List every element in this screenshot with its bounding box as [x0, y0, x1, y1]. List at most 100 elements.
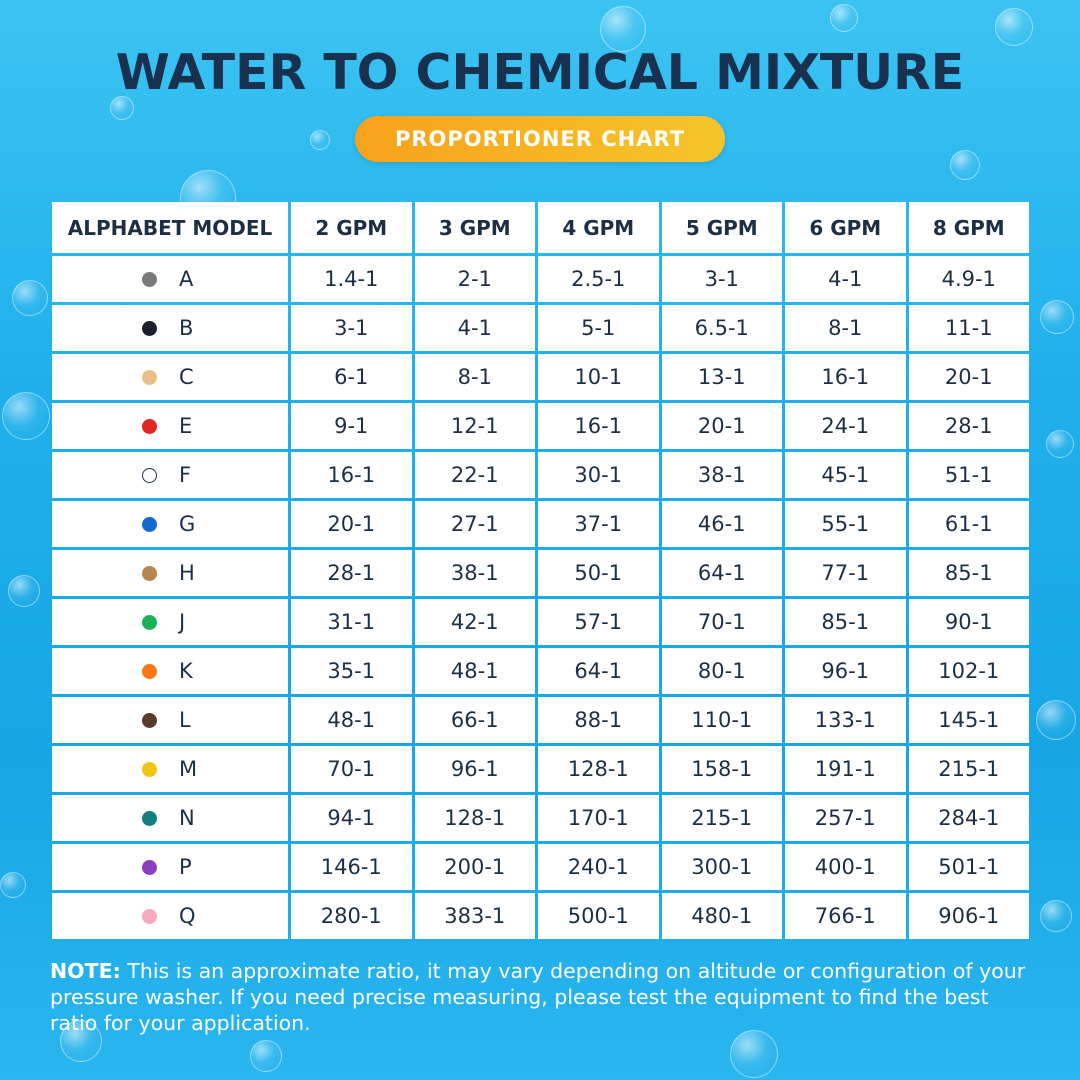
- model-cell: H: [52, 550, 288, 596]
- model-letter: E: [179, 414, 193, 438]
- ratio-cell: 48-1: [414, 648, 535, 694]
- ratio-cell: 64-1: [661, 550, 782, 596]
- ratio-cell: 6-1: [291, 354, 412, 400]
- model-letter: H: [179, 561, 195, 585]
- model-letter: L: [179, 708, 191, 732]
- model-letter: F: [179, 463, 192, 487]
- ratio-cell: 12-1: [414, 403, 535, 449]
- bubble-decoration: [830, 4, 858, 32]
- header-8-gpm: 8 GPM: [908, 202, 1029, 253]
- ratio-cell: 94-1: [291, 795, 412, 841]
- model-letter: P: [179, 855, 192, 879]
- color-dot-icon: [142, 516, 157, 532]
- ratio-cell: 27-1: [414, 501, 535, 547]
- bubble-decoration: [2, 392, 50, 440]
- bubble-decoration: [1040, 300, 1074, 334]
- ratio-cell: 200-1: [414, 844, 535, 890]
- ratio-cell: 9-1: [291, 403, 412, 449]
- color-dot-icon: [142, 565, 157, 581]
- model-cell: J: [52, 599, 288, 645]
- table-row: E 9-1 12-1 16-1 20-1 24-1 28-1: [52, 403, 1029, 449]
- ratio-cell: 45-1: [785, 452, 906, 498]
- model-cell: F: [52, 452, 288, 498]
- ratio-cell: 20-1: [908, 354, 1029, 400]
- model-letter: A: [179, 267, 194, 291]
- table-row: N 94-1 128-1 170-1 215-1 257-1 284-1: [52, 795, 1029, 841]
- ratio-cell: 8-1: [414, 354, 535, 400]
- ratio-table: ALPHABET MODEL 2 GPM 3 GPM 4 GPM 5 GPM 6…: [49, 199, 1032, 942]
- ratio-cell: 46-1: [661, 501, 782, 547]
- ratio-cell: 90-1: [908, 599, 1029, 645]
- ratio-cell: 30-1: [538, 452, 659, 498]
- ratio-cell: 128-1: [538, 746, 659, 792]
- color-dot-icon: [142, 614, 157, 630]
- table-row: P 146-1 200-1 240-1 300-1 400-1 501-1: [52, 844, 1029, 890]
- ratio-cell: 158-1: [661, 746, 782, 792]
- table-row: A 1.4-1 2-1 2.5-1 3-1 4-1 4.9-1: [52, 256, 1029, 302]
- ratio-cell: 110-1: [661, 697, 782, 743]
- ratio-cell: 38-1: [414, 550, 535, 596]
- model-letter: K: [179, 659, 193, 683]
- model-letter: C: [179, 365, 194, 389]
- header-alphabet-model: ALPHABET MODEL: [52, 202, 288, 253]
- color-dot-icon: [142, 712, 157, 728]
- ratio-cell: 55-1: [785, 501, 906, 547]
- ratio-cell: 38-1: [661, 452, 782, 498]
- ratio-cell: 16-1: [785, 354, 906, 400]
- ratio-cell: 88-1: [538, 697, 659, 743]
- table-header-row: ALPHABET MODEL 2 GPM 3 GPM 4 GPM 5 GPM 6…: [52, 202, 1029, 253]
- ratio-cell: 85-1: [908, 550, 1029, 596]
- color-dot-icon: [142, 369, 157, 385]
- ratio-cell: 133-1: [785, 697, 906, 743]
- table-row: M 70-1 96-1 128-1 158-1 191-1 215-1: [52, 746, 1029, 792]
- color-dot-icon: [142, 761, 157, 777]
- model-cell: E: [52, 403, 288, 449]
- color-dot-icon: [142, 320, 157, 336]
- ratio-cell: 80-1: [661, 648, 782, 694]
- ratio-cell: 906-1: [908, 893, 1029, 939]
- color-dot-icon: [142, 271, 157, 287]
- ratio-cell: 16-1: [291, 452, 412, 498]
- ratio-cell: 215-1: [661, 795, 782, 841]
- ratio-cell: 28-1: [908, 403, 1029, 449]
- ratio-cell: 20-1: [291, 501, 412, 547]
- ratio-cell: 4-1: [414, 305, 535, 351]
- ratio-cell: 64-1: [538, 648, 659, 694]
- table-row: H 28-1 38-1 50-1 64-1 77-1 85-1: [52, 550, 1029, 596]
- model-letter: G: [179, 512, 196, 536]
- note-label: NOTE:: [50, 959, 121, 983]
- model-cell: K: [52, 648, 288, 694]
- ratio-cell: 57-1: [538, 599, 659, 645]
- model-cell: B: [52, 305, 288, 351]
- ratio-cell: 128-1: [414, 795, 535, 841]
- ratio-cell: 10-1: [538, 354, 659, 400]
- color-dot-icon: [142, 663, 157, 679]
- bubble-decoration: [1040, 900, 1072, 932]
- color-dot-icon: [142, 810, 157, 826]
- table-body: A 1.4-1 2-1 2.5-1 3-1 4-1 4.9-1 B 3-1 4-1 5-1 6.5-1…: [52, 256, 1029, 939]
- ratio-cell: 85-1: [785, 599, 906, 645]
- ratio-cell: 13-1: [661, 354, 782, 400]
- note-text: NOTE: This is an approximate ratio, it m…: [50, 958, 1035, 1036]
- ratio-cell: 145-1: [908, 697, 1029, 743]
- table-row: F 16-1 22-1 30-1 38-1 45-1 51-1: [52, 452, 1029, 498]
- ratio-cell: 11-1: [908, 305, 1029, 351]
- model-cell: L: [52, 697, 288, 743]
- ratio-cell: 284-1: [908, 795, 1029, 841]
- bubble-decoration: [1046, 430, 1074, 458]
- page-title: WATER TO CHEMICAL MIXTURE: [115, 44, 965, 101]
- ratio-cell: 37-1: [538, 501, 659, 547]
- model-letter: N: [179, 806, 195, 830]
- ratio-cell: 2.5-1: [538, 256, 659, 302]
- model-letter: M: [179, 757, 198, 781]
- color-dot-icon: [142, 908, 157, 924]
- ratio-cell: 66-1: [414, 697, 535, 743]
- model-letter: B: [179, 316, 194, 340]
- header-4-gpm: 4 GPM: [538, 202, 659, 253]
- table-row: K 35-1 48-1 64-1 80-1 96-1 102-1: [52, 648, 1029, 694]
- ratio-cell: 280-1: [291, 893, 412, 939]
- bubble-decoration: [8, 575, 40, 607]
- ratio-cell: 51-1: [908, 452, 1029, 498]
- ratio-cell: 500-1: [538, 893, 659, 939]
- bubble-decoration: [950, 150, 980, 180]
